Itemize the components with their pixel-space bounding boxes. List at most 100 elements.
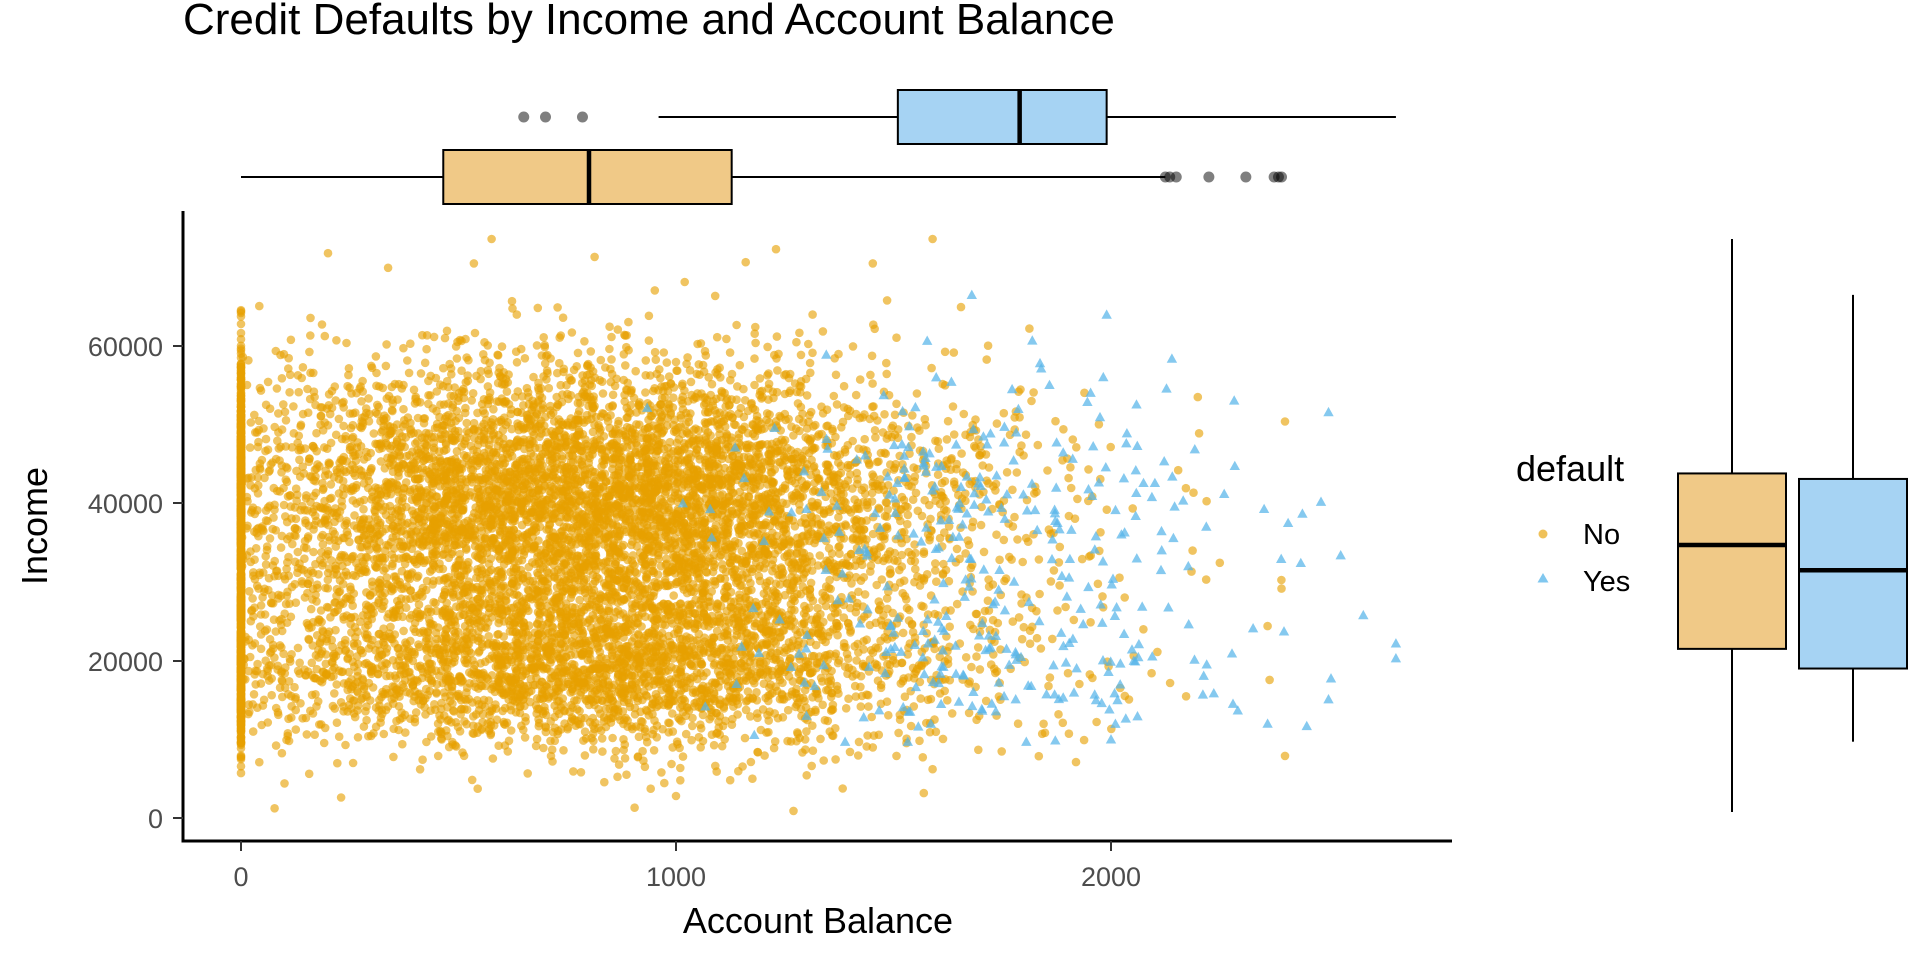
data-point-no xyxy=(751,322,760,332)
data-point-no xyxy=(769,743,779,753)
data-point-no xyxy=(253,489,263,498)
data-point-no xyxy=(867,351,877,361)
data-point-no xyxy=(796,402,806,412)
scatter-points-layer xyxy=(236,234,1402,816)
data-point-no xyxy=(659,348,669,357)
data-point-no xyxy=(644,336,654,345)
data-point-no xyxy=(973,643,983,652)
data-point-no xyxy=(722,334,731,344)
data-point-no xyxy=(245,443,255,452)
data-point-no xyxy=(539,743,548,753)
data-point-no xyxy=(845,747,855,757)
data-point-no xyxy=(512,358,522,367)
data-point-no xyxy=(469,259,479,268)
data-point-no xyxy=(834,513,843,522)
data-point-no xyxy=(403,356,412,365)
data-point-no xyxy=(261,446,270,456)
data-point-no xyxy=(510,392,520,402)
data-point-no xyxy=(860,590,870,599)
data-point-no xyxy=(621,361,630,370)
data-point-no xyxy=(450,383,460,392)
data-point-no xyxy=(880,511,890,521)
data-point-no xyxy=(361,623,370,632)
data-point-no xyxy=(500,741,510,750)
data-point-no xyxy=(966,620,975,630)
data-point-no xyxy=(605,344,614,354)
data-point-no xyxy=(692,369,702,379)
data-point-no xyxy=(1120,593,1129,602)
data-point-no xyxy=(278,692,287,702)
data-point-no xyxy=(516,344,526,354)
data-point-no xyxy=(707,587,716,596)
data-point-no xyxy=(919,602,928,611)
data-point-no xyxy=(433,751,443,761)
data-point-no xyxy=(382,573,392,582)
data-point-no xyxy=(974,745,983,755)
data-point-no xyxy=(457,366,466,376)
data-point-no xyxy=(651,355,661,365)
data-point-no xyxy=(607,332,616,342)
data-point-no xyxy=(997,747,1006,756)
data-point-no xyxy=(399,404,408,414)
data-point-no xyxy=(972,652,981,661)
data-point-no xyxy=(608,733,617,743)
data-point-no xyxy=(332,336,341,345)
data-point-no xyxy=(676,776,685,785)
data-point-no xyxy=(295,455,304,465)
data-point-no xyxy=(1094,420,1104,429)
data-point-no xyxy=(868,379,877,388)
data-point-no xyxy=(917,511,927,521)
data-point-no xyxy=(287,650,296,659)
data-point-no xyxy=(956,302,966,312)
data-point-no xyxy=(1086,618,1095,627)
data-point-no xyxy=(265,534,275,543)
data-point-no xyxy=(250,555,259,564)
data-point-no xyxy=(290,682,299,692)
data-point-no xyxy=(414,640,423,649)
data-point-no xyxy=(876,475,885,484)
data-point-no xyxy=(1139,625,1148,634)
data-point-no xyxy=(1008,485,1017,495)
data-point-no xyxy=(279,500,289,510)
data-point-no xyxy=(762,409,772,418)
data-point-no xyxy=(305,347,314,357)
data-point-no xyxy=(411,708,421,717)
data-point-no xyxy=(293,547,303,557)
data-point-no xyxy=(808,746,818,755)
data-point-no xyxy=(865,620,875,630)
data-point-no xyxy=(869,552,879,562)
data-point-no xyxy=(1188,546,1197,555)
data-point-no xyxy=(1017,634,1027,644)
data-point-no xyxy=(345,442,355,452)
data-point-no xyxy=(437,735,447,744)
data-point-no xyxy=(860,434,869,444)
data-point-no xyxy=(362,715,371,725)
data-point-no xyxy=(250,410,259,420)
data-point-no xyxy=(984,606,994,615)
data-point-no xyxy=(865,655,875,664)
data-point-no xyxy=(502,387,512,396)
data-point-no xyxy=(915,736,924,746)
data-point-no xyxy=(448,403,457,412)
data-point-no xyxy=(854,587,863,597)
data-point-no xyxy=(452,354,462,363)
data-point-no xyxy=(236,307,246,316)
data-point-no xyxy=(311,511,320,521)
data-point-no xyxy=(526,674,536,684)
data-point-no xyxy=(696,720,705,729)
data-point-no xyxy=(1033,440,1043,450)
data-point-no xyxy=(877,575,887,584)
data-point-no xyxy=(373,409,382,419)
data-point-no xyxy=(332,718,342,727)
data-point-no xyxy=(307,658,317,668)
data-point-no xyxy=(680,277,689,287)
data-point-no xyxy=(1013,535,1022,544)
data-point-no xyxy=(770,737,780,746)
data-point-no xyxy=(799,619,809,629)
data-point-no xyxy=(1012,468,1022,477)
data-point-no xyxy=(291,725,301,734)
data-point-no xyxy=(1015,447,1024,457)
data-point-no xyxy=(274,409,283,418)
data-point-no xyxy=(1063,668,1073,678)
data-point-no xyxy=(567,328,577,337)
